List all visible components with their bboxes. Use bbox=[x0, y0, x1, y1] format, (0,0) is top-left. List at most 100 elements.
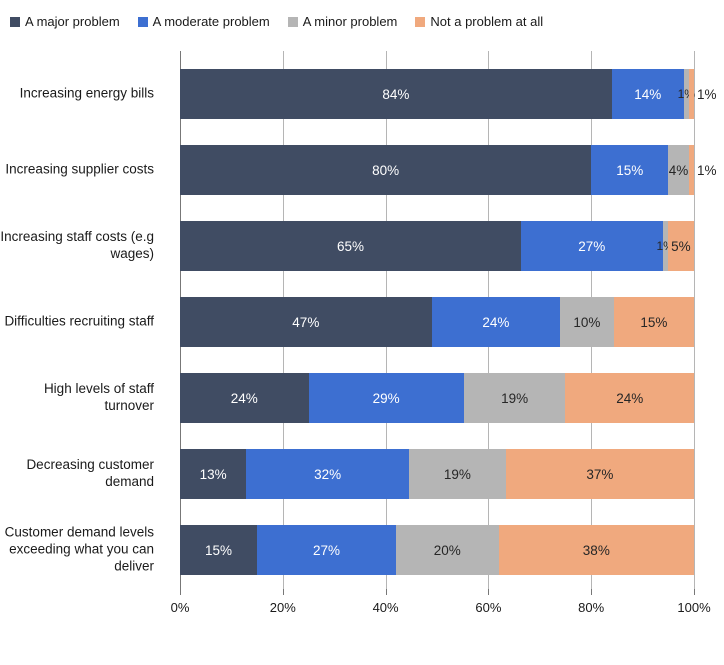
chart-row: Difficulties recruiting staff47%24%10%15… bbox=[180, 297, 694, 347]
legend-item-moderate: A moderate problem bbox=[138, 14, 270, 29]
category-label: Increasing supplier costs bbox=[0, 162, 154, 179]
x-tickmark bbox=[283, 589, 284, 595]
bar-segment-minor: 19% bbox=[409, 449, 506, 499]
x-axis-label: 100% bbox=[677, 600, 710, 615]
bar-stack: 15% 27% 20% 38% bbox=[180, 525, 694, 575]
bar-value-label: 32% bbox=[314, 467, 341, 482]
bar-value-label: 1% bbox=[697, 163, 717, 178]
bar-segment-minor: 19% bbox=[464, 373, 566, 423]
bar-value-label: 80% bbox=[372, 163, 399, 178]
bar-stack: 24% 29% 19% 24% bbox=[180, 373, 694, 423]
category-label: High levels of staff turnover bbox=[0, 381, 154, 415]
bar-stack: 84%14%1%1% bbox=[180, 69, 694, 119]
legend-label-major: A major problem bbox=[25, 14, 120, 29]
legend-label-none: Not a problem at all bbox=[430, 14, 543, 29]
bar-value-label: 29% bbox=[373, 391, 400, 406]
bar-segment-minor: 20% bbox=[396, 525, 499, 575]
category-label: Customer demand levels exceeding what yo… bbox=[0, 525, 154, 576]
x-axis-label: 40% bbox=[373, 600, 399, 615]
bar-segment-major: 84% bbox=[180, 69, 612, 119]
chart-area: 0%20%40%60%80%100%Increasing energy bill… bbox=[10, 43, 714, 635]
x-tickmark bbox=[180, 589, 181, 595]
chart-row: Customer demand levels exceeding what yo… bbox=[180, 525, 694, 575]
bar-segment-moderate: 29% bbox=[309, 373, 464, 423]
bar-value-label: 38% bbox=[583, 543, 610, 558]
bar-value-label: 5% bbox=[671, 239, 691, 254]
bar-value-label: 15% bbox=[205, 543, 232, 558]
legend-swatch-none bbox=[415, 17, 425, 27]
bar-stack: 13% 32% 19% 37% bbox=[180, 449, 694, 499]
chart-legend: A major problem A moderate problem A min… bbox=[10, 10, 714, 43]
bar-value-label: 20% bbox=[434, 543, 461, 558]
bar-stack: 80% 15% 4%1% bbox=[180, 145, 694, 195]
bar-segment-minor: 4% bbox=[668, 145, 689, 195]
legend-item-none: Not a problem at all bbox=[415, 14, 543, 29]
x-axis-label: 20% bbox=[270, 600, 296, 615]
category-label: Decreasing customer demand bbox=[0, 457, 154, 491]
legend-swatch-major bbox=[10, 17, 20, 27]
legend-swatch-moderate bbox=[138, 17, 148, 27]
legend-label-minor: A minor problem bbox=[303, 14, 398, 29]
x-tickmark bbox=[488, 589, 489, 595]
bar-value-label: 10% bbox=[573, 315, 600, 330]
gridline bbox=[694, 51, 695, 589]
legend-item-major: A major problem bbox=[10, 14, 120, 29]
bar-value-label: 19% bbox=[501, 391, 528, 406]
category-label: Increasing staff costs (e.g wages) bbox=[0, 229, 154, 263]
bar-segment-minor: 10% bbox=[560, 297, 614, 347]
bar-segment-moderate: 27% bbox=[521, 221, 663, 271]
bar-segment-moderate: 32% bbox=[246, 449, 409, 499]
bar-value-label: 24% bbox=[231, 391, 258, 406]
bar-segment-major: 80% bbox=[180, 145, 591, 195]
bar-value-label: 15% bbox=[616, 163, 643, 178]
legend-swatch-minor bbox=[288, 17, 298, 27]
bar-value-label: 14% bbox=[634, 87, 661, 102]
x-axis-label: 0% bbox=[171, 600, 190, 615]
bar-value-label: 27% bbox=[578, 239, 605, 254]
x-tickmark bbox=[591, 589, 592, 595]
chart-plot: 0%20%40%60%80%100%Increasing energy bill… bbox=[180, 51, 694, 589]
legend-label-moderate: A moderate problem bbox=[153, 14, 270, 29]
chart-row: High levels of staff turnover24%29%19%24… bbox=[180, 373, 694, 423]
bar-value-label: 19% bbox=[444, 467, 471, 482]
bar-value-label: 24% bbox=[616, 391, 643, 406]
bar-stack: 47% 24% 10% 15% bbox=[180, 297, 694, 347]
bar-value-label: 1% bbox=[697, 87, 717, 102]
bar-segment-none: 37% bbox=[506, 449, 694, 499]
bar-stack: 65%27%1%5% bbox=[180, 221, 694, 271]
bar-segment-none: 5% bbox=[668, 221, 694, 271]
chart-row: Increasing supplier costs80%15%4%1% bbox=[180, 145, 694, 195]
x-tickmark bbox=[386, 589, 387, 595]
x-axis-label: 80% bbox=[578, 600, 604, 615]
chart-row: Decreasing customer demand13%32%19%37% bbox=[180, 449, 694, 499]
x-tickmark bbox=[694, 589, 695, 595]
bar-segment-none: 38% bbox=[499, 525, 694, 575]
bar-value-label: 27% bbox=[313, 543, 340, 558]
bar-segment-major: 13% bbox=[180, 449, 246, 499]
category-label: Difficulties recruiting staff bbox=[0, 314, 154, 331]
bar-value-label: 24% bbox=[482, 315, 509, 330]
bar-segment-major: 47% bbox=[180, 297, 432, 347]
bar-segment-none: 1% bbox=[689, 69, 694, 119]
bar-segment-major: 15% bbox=[180, 525, 257, 575]
chart-row: Increasing staff costs (e.g wages)65%27%… bbox=[180, 221, 694, 271]
chart-row: Increasing energy bills84%14%1%1% bbox=[180, 69, 694, 119]
bar-value-label: 13% bbox=[200, 467, 227, 482]
bar-segment-moderate: 24% bbox=[432, 297, 561, 347]
bar-value-label: 4% bbox=[669, 163, 689, 178]
category-label: Increasing energy bills bbox=[0, 86, 154, 103]
bar-segment-moderate: 14% bbox=[612, 69, 684, 119]
bar-segment-none: 15% bbox=[614, 297, 694, 347]
x-axis-label: 60% bbox=[475, 600, 501, 615]
bar-value-label: 37% bbox=[586, 467, 613, 482]
bar-segment-none: 24% bbox=[565, 373, 694, 423]
bar-segment-major: 24% bbox=[180, 373, 309, 423]
bar-segment-moderate: 27% bbox=[257, 525, 396, 575]
bar-value-label: 84% bbox=[382, 87, 409, 102]
bar-segment-none: 1% bbox=[689, 145, 694, 195]
bar-value-label: 15% bbox=[640, 315, 667, 330]
legend-item-minor: A minor problem bbox=[288, 14, 398, 29]
bar-segment-moderate: 15% bbox=[591, 145, 668, 195]
bar-segment-major: 65% bbox=[180, 221, 521, 271]
bar-value-label: 47% bbox=[292, 315, 319, 330]
